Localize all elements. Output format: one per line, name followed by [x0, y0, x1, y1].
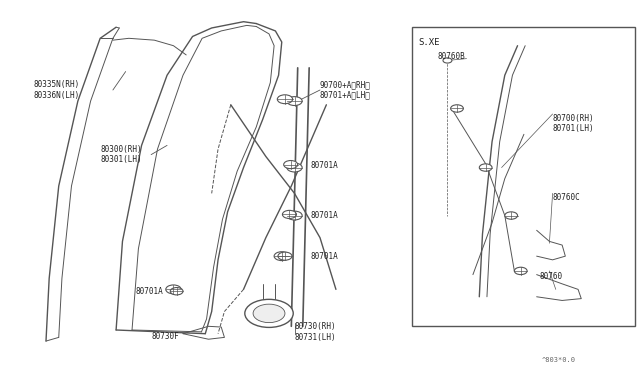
Circle shape [277, 95, 292, 104]
Text: 80300(RH)
80301(LH): 80300(RH) 80301(LH) [100, 145, 142, 164]
Text: 80760B: 80760B [438, 52, 466, 61]
Text: 80701A: 80701A [135, 287, 163, 296]
Text: 80701A: 80701A [310, 251, 338, 261]
Circle shape [170, 288, 183, 295]
Circle shape [287, 211, 302, 220]
Text: 80701A: 80701A [310, 161, 338, 170]
Text: 80730(RH)
80731(LH): 80730(RH) 80731(LH) [294, 322, 336, 341]
Circle shape [278, 252, 292, 260]
Circle shape [274, 252, 289, 260]
Text: 80701A: 80701A [310, 211, 338, 220]
Text: 80760: 80760 [540, 272, 563, 281]
Circle shape [253, 304, 285, 323]
Circle shape [245, 299, 293, 327]
Circle shape [166, 285, 181, 294]
Text: 80700(RH)
80701(LH): 80700(RH) 80701(LH) [552, 113, 594, 133]
Text: S.XE: S.XE [419, 38, 440, 47]
Text: 80335N(RH)
80336N(LH): 80335N(RH) 80336N(LH) [33, 80, 79, 100]
Circle shape [515, 267, 527, 275]
Circle shape [479, 164, 492, 171]
Text: ^803*0.0: ^803*0.0 [542, 357, 576, 363]
Circle shape [443, 58, 452, 63]
Circle shape [284, 161, 298, 169]
Circle shape [505, 212, 518, 219]
Text: 80760C: 80760C [552, 193, 580, 202]
Circle shape [451, 105, 463, 112]
Circle shape [287, 163, 302, 172]
Text: 90700+A〈RH〉
80701+A〈LH〉: 90700+A〈RH〉 80701+A〈LH〉 [320, 80, 371, 100]
Text: 80730F: 80730F [151, 332, 179, 341]
Circle shape [287, 97, 302, 106]
FancyBboxPatch shape [412, 27, 636, 326]
Circle shape [282, 211, 296, 218]
